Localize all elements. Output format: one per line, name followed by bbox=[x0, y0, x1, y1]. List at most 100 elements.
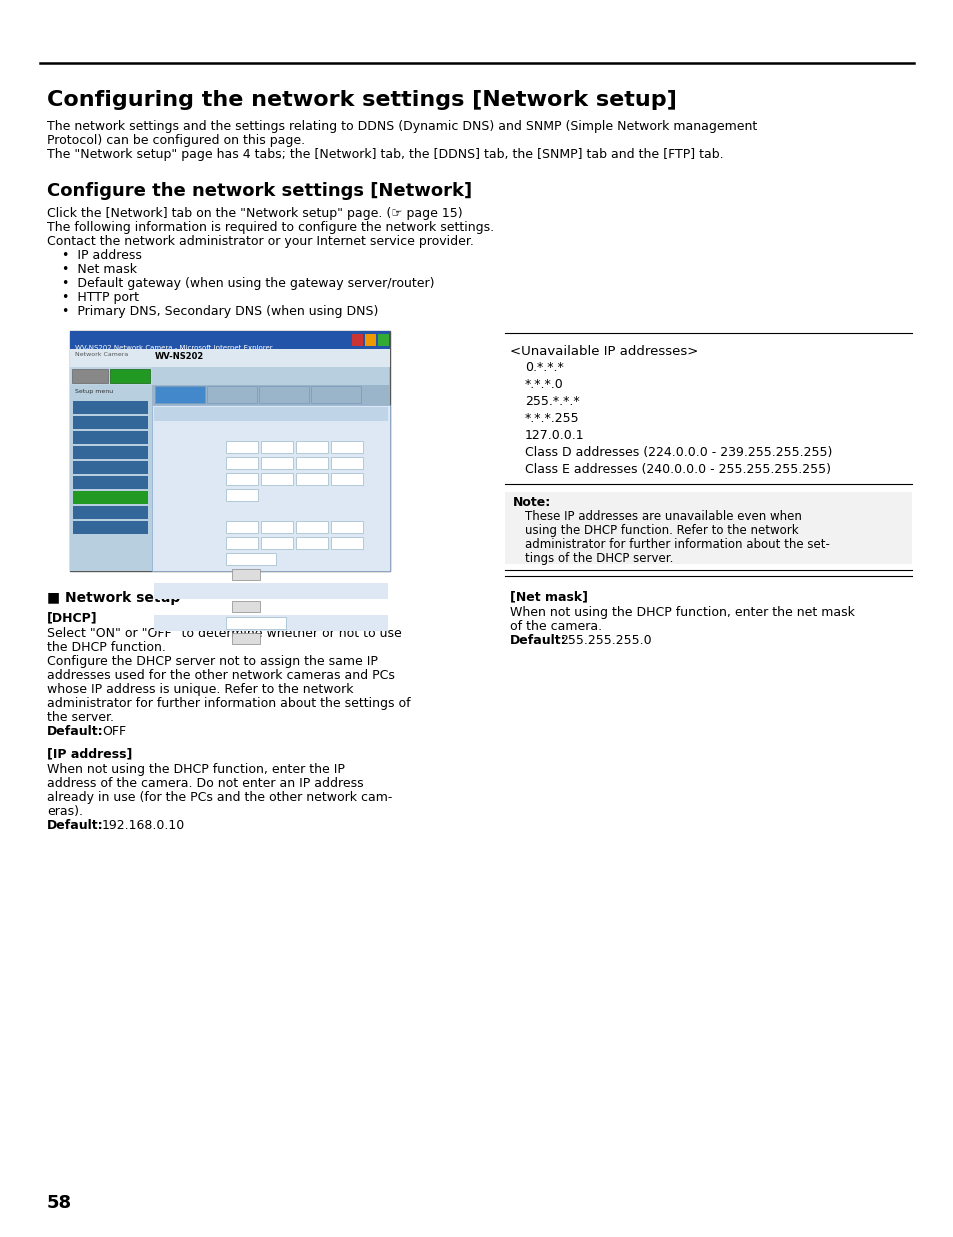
Text: Class E addresses (240.0.0.0 - 255.255.255.255): Class E addresses (240.0.0.0 - 255.255.2… bbox=[524, 463, 830, 476]
Text: SNMP: SNMP bbox=[264, 388, 286, 397]
Bar bbox=[73, 521, 148, 534]
Text: Network: Network bbox=[160, 388, 196, 397]
Bar bbox=[295, 456, 328, 469]
Text: Camera setup: Camera setup bbox=[76, 417, 115, 422]
Text: Primary DNS: Primary DNS bbox=[156, 521, 195, 526]
Text: <Unavailable IP addresses>: <Unavailable IP addresses> bbox=[510, 345, 698, 357]
Bar bbox=[261, 521, 293, 533]
Text: Alarm setup: Alarm setup bbox=[76, 447, 110, 452]
Bar bbox=[153, 471, 388, 487]
Bar bbox=[331, 537, 363, 549]
Text: Default:: Default: bbox=[47, 819, 104, 833]
Text: Configure the network settings [Network]: Configure the network settings [Network] bbox=[47, 182, 472, 200]
Bar bbox=[153, 487, 388, 503]
Text: Default:: Default: bbox=[47, 725, 104, 738]
Text: •  Net mask: • Net mask bbox=[62, 263, 137, 276]
Bar bbox=[110, 369, 150, 383]
Text: Default address: Default address bbox=[156, 473, 206, 477]
Bar bbox=[258, 386, 309, 403]
Bar bbox=[153, 550, 388, 567]
Text: The "Network setup" page has 4 tabs; the [Network] tab, the [DDNS] tab, the [SNM: The "Network setup" page has 4 tabs; the… bbox=[47, 148, 723, 161]
Text: administrator for further information about the set-: administrator for further information ab… bbox=[524, 538, 829, 550]
Bar bbox=[153, 520, 388, 534]
Text: AUTO  v: AUTO v bbox=[227, 554, 249, 559]
Text: FTP access: FTP access bbox=[156, 585, 190, 590]
Bar bbox=[153, 407, 388, 421]
Bar bbox=[73, 447, 148, 459]
Text: 192.168.0.10: 192.168.0.10 bbox=[102, 819, 185, 833]
Bar bbox=[153, 534, 388, 550]
Bar bbox=[365, 334, 375, 346]
Text: Contact the network administrator or your Internet service provider.: Contact the network administrator or you… bbox=[47, 235, 474, 247]
Text: DDNS: DDNS bbox=[212, 388, 234, 397]
Text: Configuring the network settings [Network setup]: Configuring the network settings [Networ… bbox=[47, 90, 677, 110]
Text: already in use (for the PCs and the other network cam-: already in use (for the PCs and the othe… bbox=[47, 790, 392, 804]
Text: These IP addresses are unavailable even when: These IP addresses are unavailable even … bbox=[524, 510, 801, 523]
Bar bbox=[226, 456, 257, 469]
Text: Setup menu: Setup menu bbox=[75, 388, 113, 395]
Text: Setup: Setup bbox=[116, 370, 136, 376]
Text: 255.255.255.0: 255.255.255.0 bbox=[559, 635, 651, 647]
Text: When not using the DHCP function, enter the IP: When not using the DHCP function, enter … bbox=[47, 763, 345, 776]
Text: SET: SET bbox=[236, 570, 249, 575]
Bar bbox=[352, 334, 363, 346]
Text: •  Default gateway (when using the gateway server/router): • Default gateway (when using the gatewa… bbox=[62, 277, 434, 289]
Text: The following information is required to configure the network settings.: The following information is required to… bbox=[47, 221, 494, 234]
Text: *.*.*.255: *.*.*.255 bbox=[524, 412, 579, 426]
Text: Class D addresses (224.0.0.0 - 239.255.255.255): Class D addresses (224.0.0.0 - 239.255.2… bbox=[524, 447, 832, 459]
Text: (1-65535): (1-65535) bbox=[262, 489, 289, 494]
Bar bbox=[331, 521, 363, 533]
Text: O ON    O OFF: O ON O OFF bbox=[227, 426, 271, 430]
Text: [DHCP]: [DHCP] bbox=[47, 611, 97, 623]
Bar bbox=[504, 492, 911, 564]
Text: 255.*.*.*: 255.*.*.* bbox=[524, 395, 579, 408]
Bar bbox=[232, 633, 260, 644]
Bar bbox=[295, 442, 328, 453]
Bar bbox=[73, 506, 148, 520]
Bar bbox=[295, 521, 328, 533]
Text: DNS: DNS bbox=[156, 505, 170, 510]
Text: Link status: Link status bbox=[156, 617, 191, 622]
Text: Click the [Network] tab on the "Network setup" page. (☞ page 15): Click the [Network] tab on the "Network … bbox=[47, 207, 462, 220]
Text: eras).: eras). bbox=[47, 805, 83, 818]
Text: [IP address]: [IP address] bbox=[47, 747, 132, 760]
Text: the DHCP function.: the DHCP function. bbox=[47, 641, 166, 654]
Text: Secondary DNS: Secondary DNS bbox=[156, 537, 205, 542]
Bar bbox=[226, 521, 257, 533]
Text: Network setup: Network setup bbox=[76, 492, 116, 497]
Bar bbox=[226, 537, 257, 549]
Text: *.*.*.0: *.*.*.0 bbox=[524, 379, 563, 391]
Text: When not using the DHCP function, enter the net mask: When not using the DHCP function, enter … bbox=[510, 606, 854, 618]
Bar bbox=[71, 369, 108, 383]
Bar bbox=[295, 537, 328, 549]
Bar bbox=[153, 503, 388, 520]
Text: of the camera.: of the camera. bbox=[510, 620, 601, 633]
Bar bbox=[331, 456, 363, 469]
Bar bbox=[70, 332, 390, 571]
Text: tings of the DHCP server.: tings of the DHCP server. bbox=[524, 552, 673, 565]
Text: OFF: OFF bbox=[102, 725, 126, 738]
Text: Protocol) can be configured on this page.: Protocol) can be configured on this page… bbox=[47, 134, 305, 147]
Bar bbox=[226, 442, 257, 453]
Bar bbox=[153, 455, 388, 471]
Bar bbox=[73, 461, 148, 474]
Text: Network Camera: Network Camera bbox=[75, 353, 128, 357]
Text: The network settings and the settings relating to DDNS (Dynamic DNS) and SNMP (S: The network settings and the settings re… bbox=[47, 120, 757, 134]
Text: •  Primary DNS, Secondary DNS (when using DNS): • Primary DNS, Secondary DNS (when using… bbox=[62, 306, 378, 318]
Text: Maintenance: Maintenance bbox=[76, 507, 112, 512]
Bar bbox=[153, 583, 388, 599]
Text: Net mask: Net mask bbox=[156, 456, 186, 461]
Bar bbox=[152, 404, 390, 571]
Text: •  IP address: • IP address bbox=[62, 249, 142, 262]
Bar bbox=[152, 385, 390, 404]
Text: using the DHCP function. Refer to the network: using the DHCP function. Refer to the ne… bbox=[524, 524, 798, 537]
Text: Configure the DHCP server not to assign the same IP: Configure the DHCP server not to assign … bbox=[47, 656, 377, 668]
Text: AUTO    O MANUAL: AUTO O MANUAL bbox=[227, 505, 286, 510]
Bar bbox=[154, 386, 205, 403]
Text: •  HTTP port: • HTTP port bbox=[62, 291, 139, 304]
Text: 58: 58 bbox=[47, 1194, 72, 1212]
Bar bbox=[153, 615, 388, 631]
Bar bbox=[261, 537, 293, 549]
Bar bbox=[73, 476, 148, 489]
Text: ■ Network setup: ■ Network setup bbox=[47, 591, 180, 605]
